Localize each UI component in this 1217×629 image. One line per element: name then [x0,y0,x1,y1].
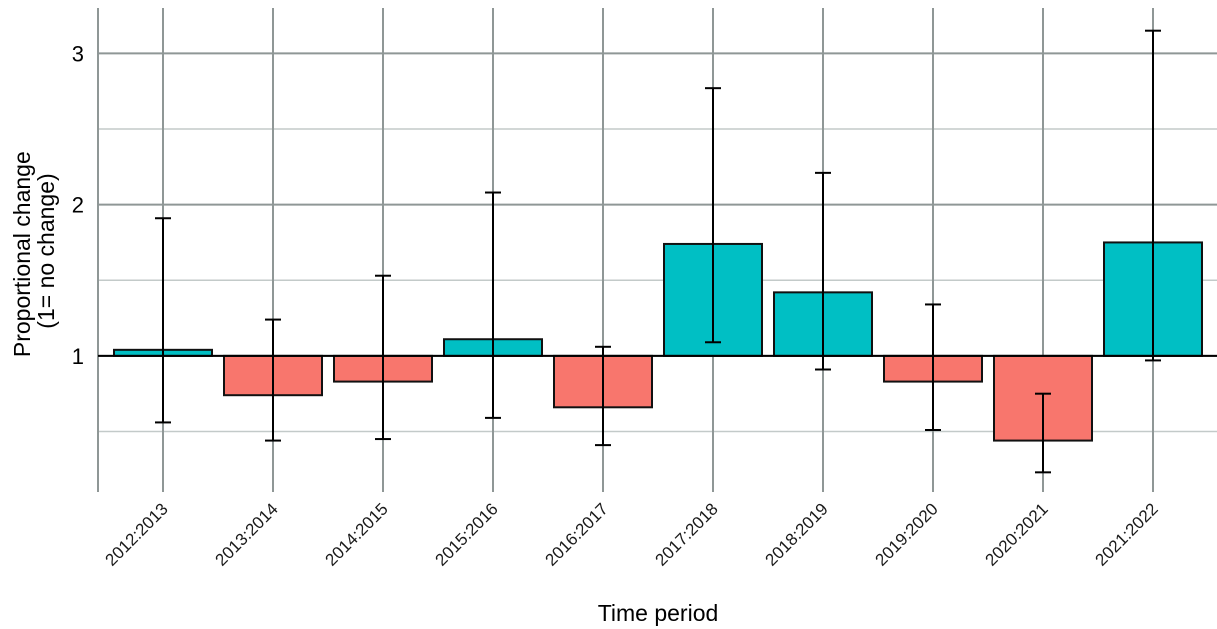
error-bar-2014-2015 [375,274,391,441]
x-axis-title: Time period [598,600,719,626]
x-tick-label: 2017:2018 [652,499,722,569]
bars [113,241,1203,442]
x-tick-label: 2019:2020 [872,499,942,569]
x-tick-label: 2020:2021 [982,499,1052,569]
error-bar-2020-2021 [1035,392,1051,474]
error-bar-2016-2017 [595,345,611,447]
y-ticks: 1 2 3 [72,41,84,369]
error-bar-2015-2016 [485,191,501,419]
error-bar-2017-2018 [705,87,721,344]
y-tick-label: 1 [72,344,84,369]
error-bar-2018-2019 [815,171,831,371]
y-tick-label: 3 [72,41,84,66]
x-tick-label: 2016:2017 [542,499,612,569]
y-axis-title: Proportional change (1= no change) [9,145,59,357]
error-bar-2013-2014 [265,318,281,442]
y-axis-title-line-2: (1= no change) [33,173,59,328]
error-bar-2019-2020 [925,303,941,431]
y-tick-label: 2 [72,193,84,218]
x-tick-label: 2012:2013 [102,499,172,569]
y-axis-title-line-1: Proportional change [9,151,35,357]
error-bar-2012-2013 [155,217,171,424]
x-tick-label: 2013:2014 [212,499,282,569]
x-ticks: 2012:2013 2013:2014 2014:2015 2015:2016 2016… [102,499,1162,569]
x-tick-label: 2018:2019 [762,499,832,569]
x-tick-label: 2021:2022 [1092,499,1162,569]
error-bars [155,29,1161,474]
error-bar-2021-2022 [1145,29,1161,362]
x-tick-label: 2014:2015 [322,499,392,569]
x-tick-label: 2015:2016 [432,499,502,569]
